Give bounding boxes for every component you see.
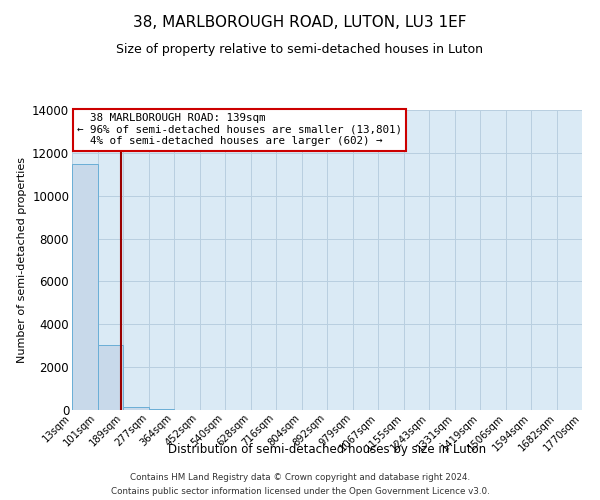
Text: Contains HM Land Registry data © Crown copyright and database right 2024.: Contains HM Land Registry data © Crown c… <box>130 473 470 482</box>
Text: Distribution of semi-detached houses by size in Luton: Distribution of semi-detached houses by … <box>168 444 486 456</box>
Y-axis label: Number of semi-detached properties: Number of semi-detached properties <box>17 157 26 363</box>
Bar <box>123 407 149 410</box>
Text: Contains public sector information licensed under the Open Government Licence v3: Contains public sector information licen… <box>110 486 490 496</box>
Text: Size of property relative to semi-detached houses in Luton: Size of property relative to semi-detach… <box>116 42 484 56</box>
Bar <box>97 344 123 410</box>
Text: 38, MARLBOROUGH ROAD, LUTON, LU3 1EF: 38, MARLBOROUGH ROAD, LUTON, LU3 1EF <box>133 15 467 30</box>
Text: 38 MARLBOROUGH ROAD: 139sqm
← 96% of semi-detached houses are smaller (13,801)
 : 38 MARLBOROUGH ROAD: 139sqm ← 96% of sem… <box>77 113 402 146</box>
Bar <box>72 164 97 410</box>
